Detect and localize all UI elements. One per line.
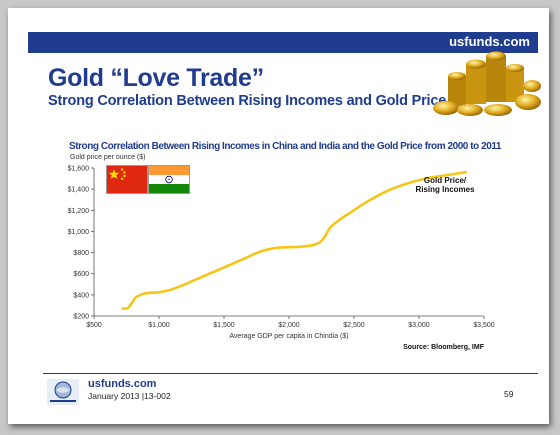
- x-tick-label: $500: [86, 322, 102, 329]
- y-axis-label: Gold price per ounce ($): [70, 154, 145, 161]
- x-tick-label: $2,000: [278, 322, 300, 329]
- x-tick-label: $3,500: [473, 322, 495, 329]
- source-note: Source: Bloomberg, IMF: [403, 344, 485, 351]
- gold-income-chart: Gold price per ounce ($) $200 $400 $600 $80…: [68, 154, 495, 351]
- footer-site: usfunds.com: [88, 378, 157, 390]
- y-tick-label: $600: [73, 271, 89, 278]
- y-tick-label: $200: [73, 314, 89, 321]
- series-label-line-1: Gold Price/: [424, 176, 467, 185]
- x-tick-label: $3,000: [408, 322, 430, 329]
- x-axis-label: Average GDP per capita in Chindia ($): [229, 333, 348, 340]
- y-tick-label: $1,400: [68, 187, 90, 194]
- slide-subtitle: Strong Correlation Between Rising Income…: [48, 93, 447, 109]
- slide: usfunds.com Gold “Love Trade” Strong Cor…: [8, 8, 549, 424]
- slide-title: Gold “Love Trade”: [48, 64, 264, 92]
- y-tick-label: $800: [73, 250, 89, 257]
- y-tick-label: $1,600: [68, 166, 90, 173]
- series-line-gold-price: [121, 170, 468, 310]
- china-flag-icon: [106, 165, 148, 194]
- x-tick-label: $2,500: [343, 322, 365, 329]
- india-flag-icon: [148, 165, 190, 194]
- series-label-line-2: Rising Incomes: [415, 185, 475, 194]
- page-number: 59: [504, 389, 514, 399]
- footer-date-code: January 2013 |13-002: [88, 391, 171, 401]
- y-tick-label: $1,000: [68, 229, 90, 236]
- header-site: usfunds.com: [449, 34, 530, 49]
- header-bar: usfunds.com: [28, 32, 538, 53]
- us-global-investors-logo-icon: [47, 379, 79, 405]
- y-tick-label: $1,200: [68, 208, 90, 215]
- chart-title: Strong Correlation Between Rising Income…: [69, 141, 502, 152]
- gold-coins-icon: [433, 51, 541, 116]
- y-tick-label: $400: [73, 292, 89, 299]
- footer-divider: [43, 373, 538, 374]
- x-tick-label: $1,000: [148, 322, 170, 329]
- x-tick-label: $1,500: [213, 322, 235, 329]
